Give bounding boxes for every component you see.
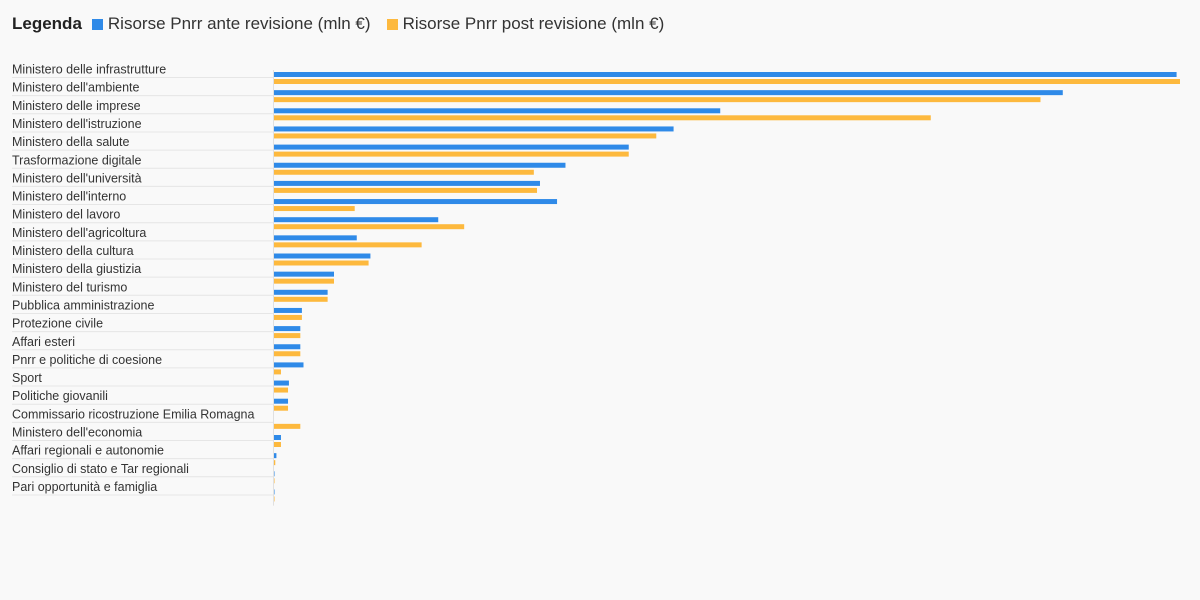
category-label: Ministero dell'economia xyxy=(12,426,142,440)
bar xyxy=(273,144,629,150)
category-label: Pari opportunità e famiglia xyxy=(12,480,157,494)
bar xyxy=(273,199,558,205)
category-label: Ministero delle imprese xyxy=(12,99,141,113)
bar xyxy=(273,278,334,284)
category-label: Ministero della giustizia xyxy=(12,262,141,276)
bar xyxy=(273,72,1177,77)
bar xyxy=(273,314,302,320)
category-label: Ministero dell'ambiente xyxy=(12,81,139,95)
category-label: Ministero del turismo xyxy=(12,280,127,294)
category-label: Trasformazione digitale xyxy=(12,153,142,167)
legend-item-ante[interactable]: Risorse Pnrr ante revisione (mln €) xyxy=(91,14,371,34)
bar xyxy=(273,387,289,393)
bar xyxy=(273,206,355,212)
bar xyxy=(273,242,422,248)
legend-item-post[interactable]: Risorse Pnrr post revisione (mln €) xyxy=(386,14,665,34)
bar xyxy=(273,133,657,139)
bar xyxy=(273,169,534,175)
bar xyxy=(273,126,674,132)
bar xyxy=(273,435,281,440)
category-label: Affari regionali e autonomie xyxy=(12,444,164,458)
bar xyxy=(273,162,566,168)
bar xyxy=(273,333,301,339)
category-label: Commissario ricostruzione Emilia Romagna xyxy=(12,407,254,421)
bar xyxy=(273,217,439,223)
bar xyxy=(273,460,276,466)
bar xyxy=(273,326,301,332)
bar xyxy=(273,405,289,411)
category-label: Sport xyxy=(12,371,42,385)
category-label: Ministero dell'istruzione xyxy=(12,117,142,131)
bar xyxy=(273,108,721,114)
legend-label-post: Risorse Pnrr post revisione (mln €) xyxy=(402,14,665,33)
bar xyxy=(273,362,304,368)
bar xyxy=(273,369,281,375)
category-label: Pnrr e politiche di coesione xyxy=(12,353,162,367)
bar xyxy=(273,442,281,447)
bar xyxy=(273,97,1041,103)
category-label: Ministero dell'università xyxy=(12,171,142,185)
legend-swatch-ante xyxy=(91,18,103,30)
category-label: Pubblica amministrazione xyxy=(12,298,154,312)
bar xyxy=(273,79,1180,84)
category-label: Protezione civile xyxy=(12,317,103,331)
bar xyxy=(273,260,369,266)
bar xyxy=(273,253,371,259)
bar xyxy=(273,289,328,295)
legend: Legenda Risorse Pnrr ante revisione (mln… xyxy=(12,12,680,36)
bar xyxy=(273,453,277,459)
category-label: Ministero del lavoro xyxy=(12,208,120,222)
legend-title: Legenda xyxy=(12,14,82,33)
bar xyxy=(273,380,289,386)
legend-swatch-post xyxy=(386,18,398,30)
bar xyxy=(273,187,538,193)
category-label: Politiche giovanili xyxy=(12,389,108,403)
bar xyxy=(273,151,629,157)
legend-label-ante: Risorse Pnrr ante revisione (mln €) xyxy=(107,14,371,33)
category-label: Ministero della cultura xyxy=(12,244,134,258)
bar xyxy=(273,398,289,404)
bar xyxy=(273,423,301,429)
bar xyxy=(273,90,1063,96)
category-label: Consiglio di stato e Tar regionali xyxy=(12,462,189,476)
bar xyxy=(273,180,540,186)
bar xyxy=(273,271,334,277)
category-label: Affari esteri xyxy=(12,335,75,349)
category-label: Ministero dell'agricoltura xyxy=(12,226,146,240)
bar xyxy=(273,296,328,302)
category-label: Ministero della salute xyxy=(12,135,129,149)
bar xyxy=(273,307,302,313)
category-label: Ministero delle infrastrutture xyxy=(12,63,166,77)
bar xyxy=(273,351,301,357)
bar xyxy=(273,344,301,350)
bar xyxy=(273,224,465,230)
bar xyxy=(273,115,931,121)
category-label: Ministero dell'interno xyxy=(12,190,126,204)
bar xyxy=(273,235,357,241)
